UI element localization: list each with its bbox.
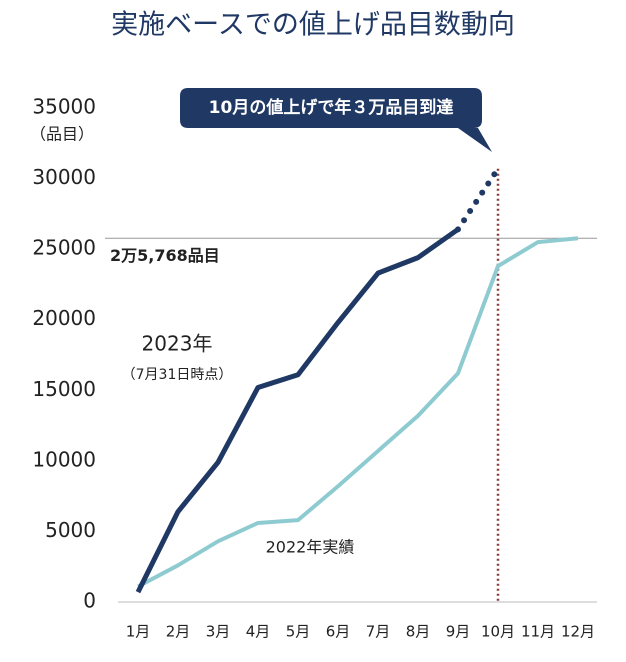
x-tick-label: 1月 <box>126 623 151 641</box>
x-tick-label: 7月 <box>366 623 391 641</box>
x-tick-label: 10月 <box>481 623 515 641</box>
x-tick-label: 8月 <box>406 623 431 641</box>
reference-label: 2万5,768品目 <box>110 246 220 265</box>
series-label: 2023年 <box>142 332 213 356</box>
y-tick-label: 25000 <box>32 236 96 260</box>
y-tick-label: 35000 <box>32 95 96 119</box>
x-tick-label: 12月 <box>561 623 595 641</box>
callout-box <box>180 88 492 152</box>
y-tick-label: 30000 <box>32 165 96 189</box>
y-tick-label: 5000 <box>45 518 96 542</box>
y-tick-label: 10000 <box>32 447 96 471</box>
series-line-dotted <box>455 165 501 233</box>
x-tick-label: 9月 <box>446 623 471 641</box>
x-tick-label: 2月 <box>166 623 191 641</box>
callout-text: 10月の値上げで年３万品目到達 <box>209 97 454 118</box>
y-tick-label: 20000 <box>32 306 96 330</box>
y-unit: （品目） <box>30 125 94 144</box>
series-line <box>137 236 579 589</box>
x-tick-label: 6月 <box>326 623 351 641</box>
series-line <box>135 227 460 594</box>
x-tick-label: 5月 <box>286 623 311 641</box>
y-tick-label: 15000 <box>32 377 96 401</box>
series-label: 2022年実績 <box>266 538 355 557</box>
y-tick-label: 0 <box>83 589 96 613</box>
chart-title: 実施ベースでの値上げ品目数動向 <box>111 10 515 41</box>
series-note: （7月31日時点） <box>122 367 233 383</box>
x-tick-label: 11月 <box>521 623 555 641</box>
x-tick-label: 4月 <box>246 623 271 641</box>
x-tick-label: 3月 <box>206 623 231 641</box>
